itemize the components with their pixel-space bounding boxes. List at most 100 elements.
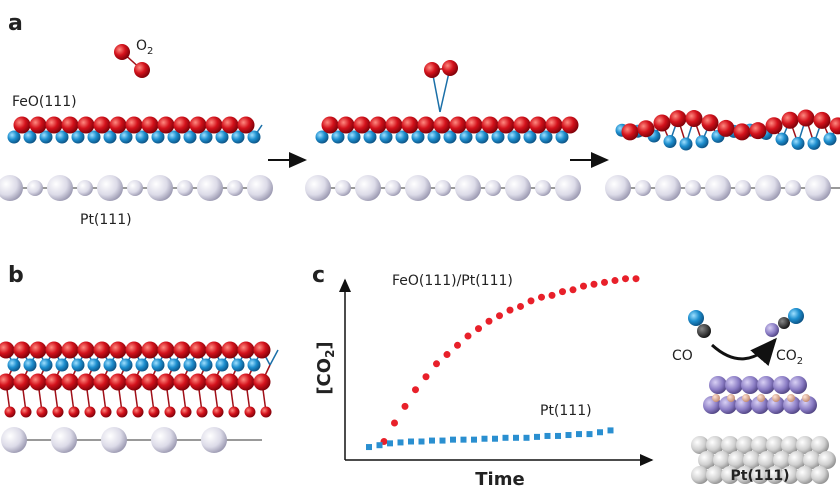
atom [51,427,77,453]
data-point [475,325,482,332]
data-point [433,360,440,367]
atom [635,180,651,196]
atom [418,117,435,134]
data-point [545,433,551,439]
data-point [419,439,425,445]
atom [546,117,563,134]
data-point [482,436,488,442]
atom [94,374,111,391]
atom [254,374,271,391]
atom [434,117,451,134]
subscript: 2 [147,46,153,57]
atom [735,180,751,196]
atom [773,376,791,394]
data-point [534,434,540,440]
data-point [412,386,419,393]
atom [830,117,840,134]
atom [213,407,224,418]
atom [765,323,779,337]
atom [101,407,112,418]
atom [405,175,431,201]
atom [147,175,173,201]
data-point [423,373,430,380]
atom [190,374,207,391]
atom [158,342,175,359]
series-label: FeO(111)/Pt(111) [392,273,513,289]
atom [696,135,709,148]
atom [177,180,193,196]
atom [766,117,783,134]
data-point [580,283,587,290]
atom [535,180,551,196]
atom [5,407,16,418]
data-point [450,437,456,443]
atom [757,376,775,394]
data-point [528,297,535,304]
molecule-label: CO [672,348,693,364]
atom [254,342,271,359]
atom [136,359,149,372]
atom [402,117,419,134]
atom [562,117,579,134]
atom [0,374,15,391]
data-point [429,438,435,444]
atom [165,407,176,418]
atom [94,342,111,359]
data-point [591,281,598,288]
data-point [608,427,614,433]
atom [134,62,150,78]
data-point [377,442,383,448]
atom [808,137,821,150]
atom [142,374,159,391]
atom [705,175,731,201]
data-point [465,333,472,340]
atom [757,394,765,402]
atom [814,112,831,129]
data-point [597,429,603,435]
atom [168,359,181,372]
atom [101,427,127,453]
data-point [612,277,619,284]
atom [238,342,255,359]
atom [680,137,693,150]
atom [227,180,243,196]
data-point [391,420,398,427]
atom [117,407,128,418]
data-point [517,303,524,310]
atom [110,342,127,359]
atom [197,407,208,418]
atom [46,117,63,134]
atom [805,175,831,201]
atom [385,180,401,196]
atom [62,374,79,391]
atom [238,374,255,391]
data-point [555,433,561,439]
atom [77,180,93,196]
atom [688,310,704,326]
atom [785,180,801,196]
atom [14,374,31,391]
data-point [402,403,409,410]
atom [110,117,127,134]
atom [30,374,47,391]
atom [14,342,31,359]
atom [778,317,790,329]
atom [174,374,191,391]
atom [8,359,21,372]
panel-label: c [312,263,325,288]
atom [755,175,781,201]
atom [697,324,711,338]
atom [47,175,73,201]
atom [174,117,191,134]
atom [216,359,229,372]
atom [530,117,547,134]
atom [776,133,789,146]
data-point [576,431,582,437]
atom [56,359,69,372]
atom [505,175,531,201]
atom [21,407,32,418]
data-point [408,439,414,445]
atom [664,135,677,148]
data-point [503,435,509,441]
atom [126,117,143,134]
